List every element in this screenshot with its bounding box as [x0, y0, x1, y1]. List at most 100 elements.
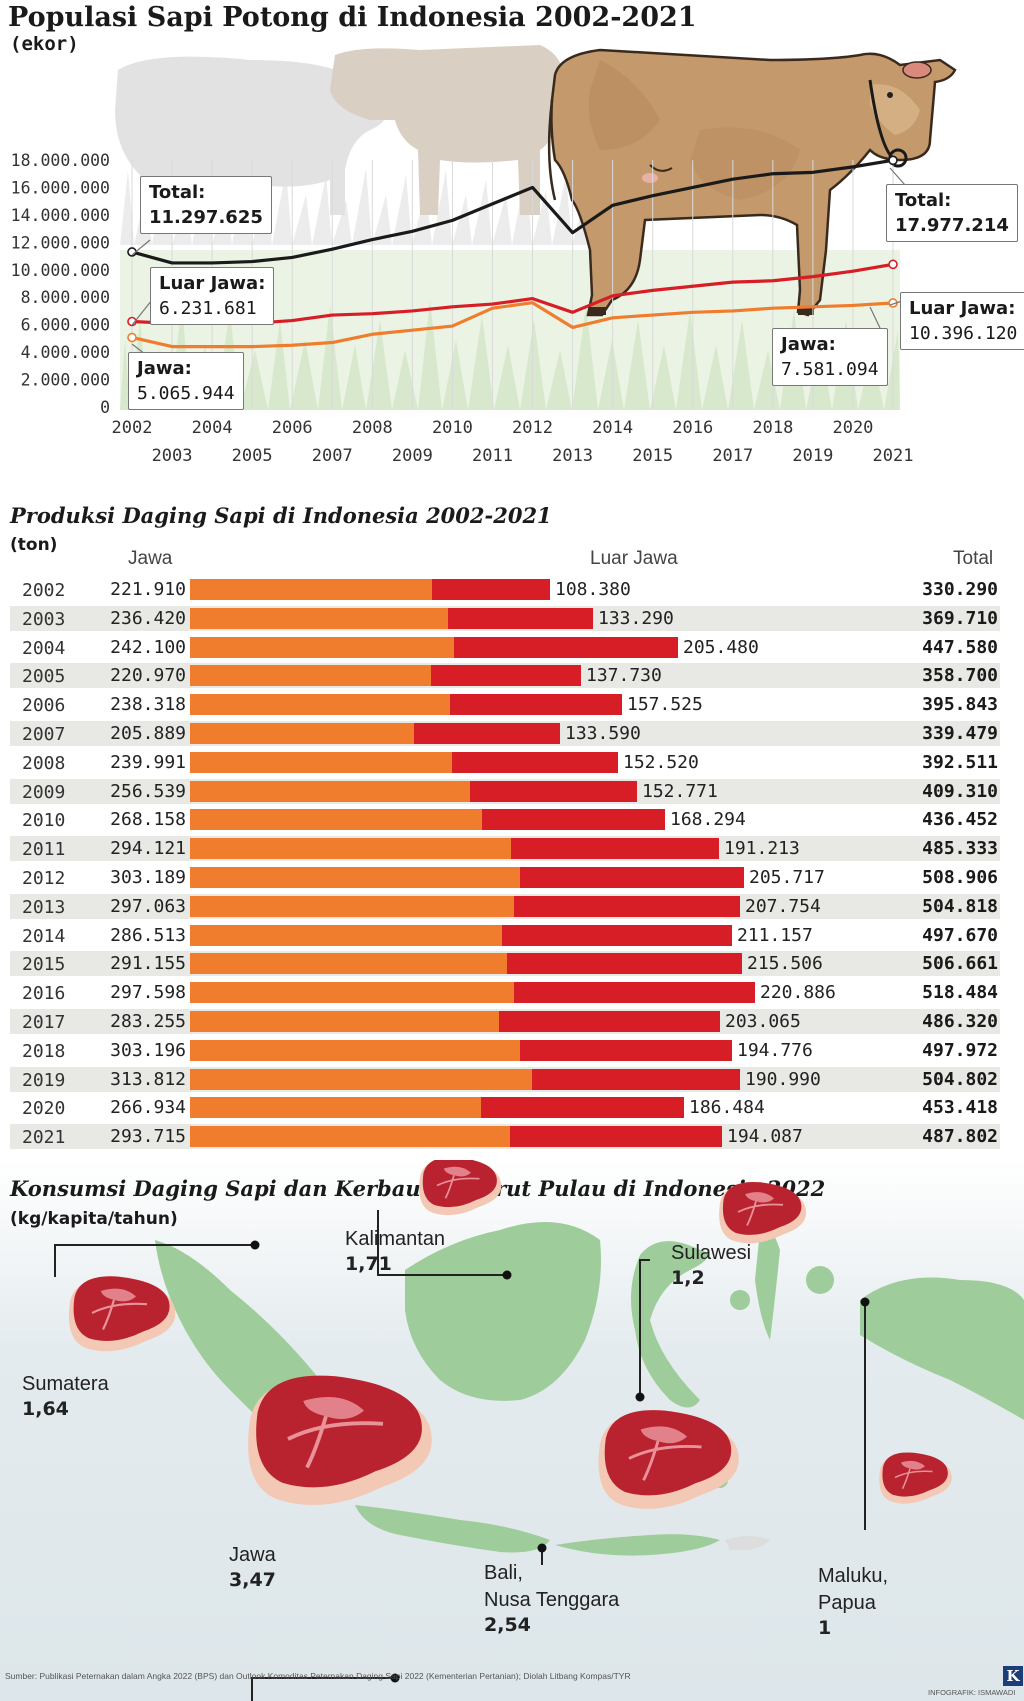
- header-total: Total: [953, 548, 993, 570]
- label-maluku-line2: Papua: [818, 1590, 888, 1617]
- bar-luar-segment: [510, 1126, 722, 1147]
- callout-luar-2021-label: Luar Jawa:: [909, 296, 1017, 321]
- x-tick-label: 2010: [432, 418, 473, 438]
- bar-total-value: 447.580: [922, 637, 998, 658]
- bar-row: 2016 297.598 220.886 518.484: [10, 980, 1000, 1005]
- callout-luar-2002-value: 6.231.681: [159, 296, 265, 321]
- callout-luar-2021-value: 10.396.120: [909, 321, 1017, 346]
- bar-luar-segment: [507, 953, 742, 974]
- bar-luar-value: 168.294: [670, 809, 746, 830]
- callout-total-2002-value: 11.297.625: [149, 205, 263, 230]
- bar-year: 2002: [22, 580, 65, 601]
- steak-icon-kalimantan: [419, 1160, 501, 1215]
- bar-jawa-value: 205.889: [94, 723, 186, 744]
- label-jawa: Jawa 3,47: [229, 1542, 276, 1591]
- bar-row: 2012 303.189 205.717 508.906: [10, 865, 1000, 890]
- bar-row: 2020 266.934 186.484 453.418: [10, 1095, 1000, 1120]
- bar-jawa-segment: [190, 1126, 510, 1147]
- bar-total-value: 487.802: [922, 1126, 998, 1147]
- label-bali-line1: Bali,: [484, 1560, 619, 1587]
- bar-luar-segment: [532, 1069, 740, 1090]
- bar-jawa-segment: [190, 896, 514, 917]
- label-kalimantan: Kalimantan 1,71: [345, 1226, 445, 1275]
- bar-luar-value: 220.886: [760, 982, 836, 1003]
- x-tick-label: 2016: [672, 418, 713, 438]
- y-tick-label: 18.000.000: [11, 151, 110, 170]
- bar-year: 2019: [22, 1070, 65, 1091]
- bar-jawa-segment: [190, 809, 482, 830]
- bar-total-value: 508.906: [922, 867, 998, 888]
- bar-jawa-value: 242.100: [94, 637, 186, 658]
- series-endpoint: [889, 156, 897, 164]
- label-maluku-papua: Maluku, Papua 1: [818, 1563, 888, 1639]
- label-bali-line2: Nusa Tenggara: [484, 1587, 619, 1614]
- bar-year: 2017: [22, 1012, 65, 1033]
- bar-jawa-value: 313.812: [94, 1069, 186, 1090]
- header-luar-jawa: Luar Jawa: [590, 548, 678, 570]
- bar-luar-value: 215.506: [747, 953, 823, 974]
- callout-luar-2002: Luar Jawa: 6.231.681: [150, 267, 274, 325]
- x-tick-label: 2015: [632, 446, 673, 466]
- bar-jawa-value: 291.155: [94, 953, 186, 974]
- y-tick-label: 6.000.000: [21, 316, 110, 335]
- bar-jawa-value: 293.715: [94, 1126, 186, 1147]
- bar-luar-value: 205.480: [683, 637, 759, 658]
- bar-jawa-segment: [190, 608, 448, 629]
- island-maluku: [755, 1228, 780, 1341]
- label-jawa-value: 3,47: [229, 1569, 276, 1591]
- footer-source: Sumber: Publikasi Peternakan dalam Angka…: [5, 1671, 631, 1681]
- bar-total-value: 504.802: [922, 1069, 998, 1090]
- callout-total-2021-value: 17.977.214: [895, 213, 1009, 238]
- island-nusa-tenggara: [555, 1534, 720, 1555]
- bar-luar-value: 211.157: [737, 925, 813, 946]
- bar-total-value: 395.843: [922, 694, 998, 715]
- x-tick-label: 2019: [792, 446, 833, 466]
- series-endpoint: [889, 260, 897, 268]
- label-sumatera-name: Sumatera: [22, 1371, 109, 1398]
- bar-jawa-segment: [190, 752, 452, 773]
- bar-luar-value: 186.484: [689, 1097, 765, 1118]
- bar-luar-segment: [470, 781, 637, 802]
- bar-luar-value: 152.771: [642, 781, 718, 802]
- bar-jawa-value: 303.189: [94, 867, 186, 888]
- bar-jawa-value: 236.420: [94, 608, 186, 629]
- bar-jawa-value: 294.121: [94, 838, 186, 859]
- steak-icon-maluku-papua: [879, 1452, 952, 1503]
- callout-jawa-2002: Jawa: 5.065.944: [128, 352, 244, 410]
- label-kalimantan-value: 1,71: [345, 1253, 445, 1275]
- label-sumatera: Sumatera 1,64: [22, 1371, 109, 1420]
- callout-total-2002: Total: 11.297.625: [140, 176, 272, 234]
- x-tick-label: 2009: [392, 446, 433, 466]
- bar-row: 2003 236.420 133.290 369.710: [10, 606, 1000, 631]
- bar-total-value: 518.484: [922, 982, 998, 1003]
- callout-jawa-2021-value: 7.581.094: [781, 357, 879, 382]
- bar-row: 2004 242.100 205.480 447.580: [10, 635, 1000, 660]
- series-endpoint: [128, 333, 136, 341]
- bar-row: 2008 239.991 152.520 392.511: [10, 750, 1000, 775]
- steak-icon-bali-nusa-tenggara: [599, 1410, 739, 1509]
- bar-jawa-value: 283.255: [94, 1011, 186, 1032]
- bar-jawa-segment: [190, 1040, 520, 1061]
- chart2-title: Produksi Daging Sapi di Indonesia 2002-2…: [10, 503, 552, 528]
- bar-jawa-segment: [190, 867, 520, 888]
- bar-row: 2010 268.158 168.294 436.452: [10, 807, 1000, 832]
- bar-luar-value: 190.990: [745, 1069, 821, 1090]
- bar-total-value: 409.310: [922, 781, 998, 802]
- bar-luar-value: 152.520: [623, 752, 699, 773]
- x-tick-labels: 2002 2003 2004 2005 2006 2007 2008 2009 2010 2011…: [112, 418, 914, 466]
- label-sulawesi-name: Sulawesi: [671, 1240, 751, 1267]
- bar-row: 2018 303.196 194.776 497.972: [10, 1038, 1000, 1063]
- bar-luar-segment: [452, 752, 618, 773]
- bar-jawa-segment: [190, 953, 507, 974]
- bar-row: 2019 313.812 190.990 504.802: [10, 1067, 1000, 1092]
- bar-row: 2009 256.539 152.771 409.310: [10, 779, 1000, 804]
- bar-total-value: 358.700: [922, 665, 998, 686]
- bar-jawa-segment: [190, 637, 454, 658]
- bar-year: 2007: [22, 724, 65, 745]
- x-tick-label: 2006: [272, 418, 313, 438]
- bar-total-value: 453.418: [922, 1097, 998, 1118]
- label-sulawesi-value: 1,2: [671, 1267, 751, 1289]
- x-tick-label: 2004: [192, 418, 233, 438]
- bar-total-value: 506.661: [922, 953, 998, 974]
- steak-icon-jawa: [248, 1376, 432, 1505]
